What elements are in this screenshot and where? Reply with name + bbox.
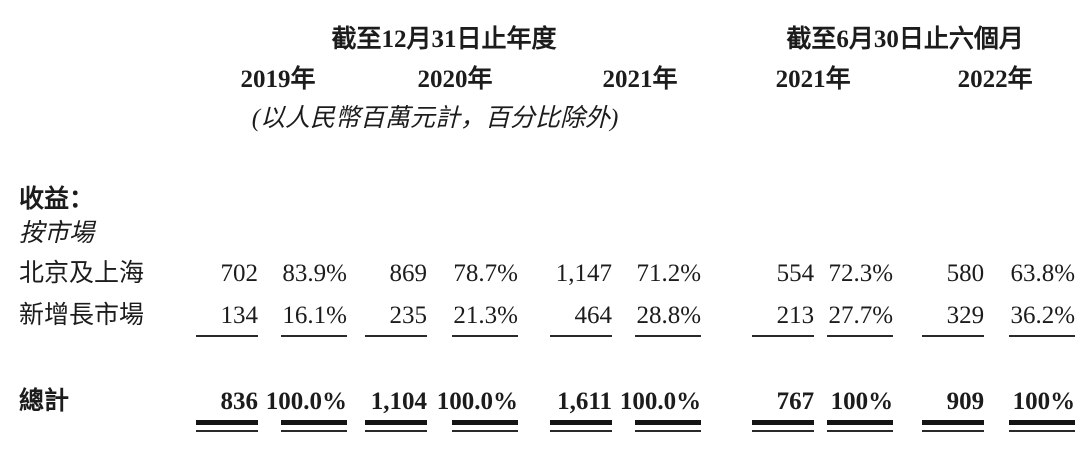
percent-cell: 36.2% — [984, 291, 1076, 337]
year-header-2020: 2020年 — [417, 66, 493, 93]
spacer-row — [0, 135, 1075, 185]
underlined-value: 21.3% — [452, 302, 518, 337]
underlined-value: 16.1% — [281, 302, 347, 337]
year-header-row: 2019年 2020年 2021年 2021年 2022年 — [0, 56, 1075, 95]
section-heading-revenue: 收益： — [19, 186, 95, 213]
underlined-value: 329 — [922, 302, 985, 337]
year-header-2022-interim: 2022年 — [957, 66, 1033, 93]
revenue-by-market-table: 截至12月31日止年度 截至6月30日止六個月 2019年 2020年 2021… — [0, 0, 1076, 432]
total-value-cell: 767 — [701, 385, 815, 432]
double-ruled-value: 100.0% — [265, 388, 348, 432]
period-group-year-ended: 截至12月31日止年度 — [331, 26, 557, 53]
double-ruled-value: 836 — [196, 388, 258, 432]
period-group-six-months: 截至6月30日止六個月 — [786, 26, 1024, 53]
year-header-2021: 2021年 — [602, 66, 678, 93]
double-ruled-value: 1,104 — [364, 388, 428, 432]
table-row-new-growth-markets: 新增長市場 134 16.1% 235 21.3% 464 28.8% 213 … — [0, 291, 1076, 337]
underlined-value: 27.7% — [827, 302, 894, 337]
empty-cell — [0, 56, 180, 95]
value-cell: 213 — [701, 291, 815, 337]
underlined-value: 213 — [752, 302, 815, 337]
underlined-value: 464 — [550, 302, 612, 337]
percent-cell: 21.3% — [427, 291, 518, 337]
empty-cell — [0, 95, 180, 135]
percent-cell: 83.9% — [282, 260, 347, 287]
subsection-by-market: 按市場 — [19, 220, 95, 247]
period-group-header-row: 截至12月31日止年度 截至6月30日止六個月 — [0, 0, 1075, 56]
percent-cell: 28.8% — [612, 291, 702, 337]
year-header-2021-interim: 2021年 — [775, 66, 851, 93]
year-header-2019: 2019年 — [240, 66, 316, 93]
double-ruled-value: 1,611 — [550, 388, 612, 432]
value-cell: 580 — [946, 260, 985, 287]
subsection-heading-row: 按市場 — [0, 212, 1075, 249]
value-cell: 702 — [220, 260, 259, 287]
underlined-value: 235 — [365, 302, 427, 337]
total-value-cell: 909 — [893, 385, 985, 432]
value-cell: 464 — [518, 291, 612, 337]
percent-cell: 72.3% — [828, 260, 894, 287]
underlined-value: 134 — [196, 302, 258, 337]
value-cell: 869 — [389, 260, 428, 287]
total-value-cell: 836 — [180, 385, 258, 432]
underlined-value: 28.8% — [635, 302, 702, 337]
double-ruled-value: 909 — [922, 388, 985, 432]
total-percent-cell: 100.0% — [427, 385, 519, 432]
percent-cell: 71.2% — [636, 260, 702, 287]
double-ruled-value: 100.0% — [436, 388, 519, 432]
row-label: 北京及上海 — [19, 260, 145, 287]
underlined-value: 36.2% — [1009, 302, 1076, 337]
double-ruled-value: 100% — [827, 388, 894, 432]
value-cell: 554 — [776, 260, 815, 287]
percent-cell: 16.1% — [258, 291, 347, 337]
spacer-row — [0, 330, 1075, 385]
percent-cell: 63.8% — [1010, 260, 1076, 287]
total-percent-cell: 100% — [814, 385, 894, 432]
value-cell: 329 — [893, 291, 985, 337]
table-row-beijing-shanghai: 北京及上海 702 83.9% 869 78.7% 1,147 71.2% 55… — [0, 249, 1075, 291]
value-cell: 134 — [180, 291, 258, 337]
empty-cell — [0, 0, 180, 56]
percent-cell: 27.7% — [814, 291, 894, 337]
unit-note: (以人民幣百萬元計，百分比除外) — [251, 105, 619, 132]
total-value-cell: 1,611 — [518, 385, 612, 432]
double-ruled-value: 100.0% — [619, 388, 702, 432]
unit-note-row: (以人民幣百萬元計，百分比除外) — [0, 95, 1075, 135]
empty-cell — [701, 95, 1075, 135]
value-cell: 1,147 — [555, 260, 612, 287]
value-cell: 235 — [347, 291, 427, 337]
percent-cell: 78.7% — [453, 260, 518, 287]
total-value-cell: 1,104 — [347, 385, 428, 432]
total-percent-cell: 100.0% — [258, 385, 348, 432]
section-heading-row: 收益： — [0, 185, 1075, 212]
double-ruled-value: 100% — [1009, 388, 1076, 432]
total-row-label: 總計 — [19, 388, 70, 415]
total-percent-cell: 100.0% — [612, 385, 702, 432]
double-ruled-value: 767 — [752, 388, 815, 432]
row-label: 新增長市場 — [19, 302, 145, 329]
table-row-total: 總計 836 100.0% 1,104 100.0% 1,611 100.0% … — [0, 385, 1076, 432]
total-percent-cell: 100% — [984, 385, 1076, 432]
